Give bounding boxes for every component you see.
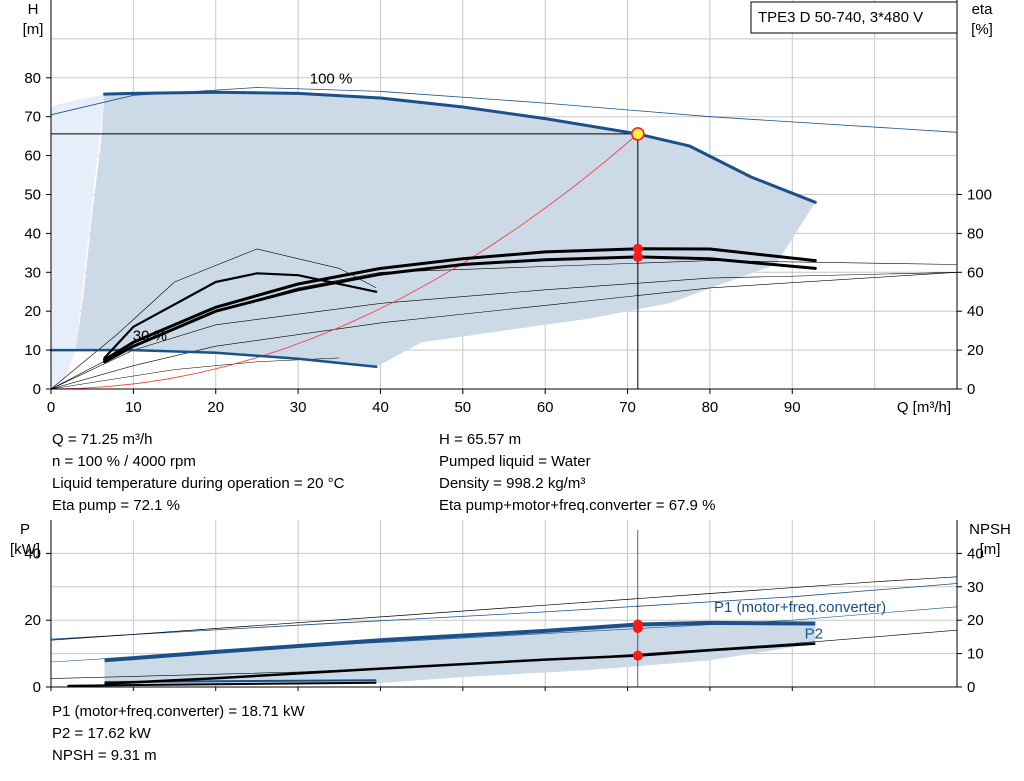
p2-30-curve [67, 681, 377, 687]
series-eta-30- [103, 272, 378, 359]
duty-info-right: H = 65.57 m Pumped liquid = Water Densit… [439, 429, 715, 517]
y2-tick-label: 40 [967, 303, 984, 320]
eta-duty-marker [632, 251, 643, 262]
y-axis-title: P [20, 521, 30, 538]
product-label: TPE3 D 50-740, 3*480 V [758, 9, 923, 26]
y2-tick-label: 100 [967, 187, 992, 204]
series-eta-pump-motor-freq-converter [103, 255, 817, 364]
y2-tick-label: 20 [967, 342, 984, 359]
series-p2 [104, 642, 816, 685]
y-tick-label: 20 [24, 303, 41, 320]
product-label-box [750, 1, 958, 34]
info-p2: P2 = 17.62 kW [52, 725, 151, 742]
series-30- [49, 348, 378, 369]
info-npsh: NPSH = 9.31 m [52, 747, 157, 764]
y-tick-label: 40 [24, 225, 41, 242]
series-p1 [104, 620, 816, 663]
y2-axis-unit: [%] [971, 21, 993, 38]
info-head: H = 65.57 m [439, 431, 522, 448]
power-info: P1 (motor+freq.converter) = 18.71 kW P2 … [52, 701, 305, 767]
x-tick-label: 30 [290, 399, 307, 416]
y2-tick-label: 10 [967, 646, 984, 663]
x-tick-label: 80 [702, 399, 719, 416]
power-duty-marker [632, 623, 643, 634]
info-flow: Q = 71.25 m³/h [52, 431, 153, 448]
operating-range-band [51, 92, 816, 389]
y2-tick-label: 40 [967, 545, 984, 562]
y2-axis-title: NPSH [969, 521, 1011, 538]
p1-max-thin-curve [50, 583, 958, 640]
y-tick-label: 0 [33, 679, 41, 696]
p1-annotation: P1 (motor+freq.converter) [714, 599, 886, 616]
y2-tick-label: 80 [967, 225, 984, 242]
y2-tick-label: 30 [967, 579, 984, 596]
y-tick-label: 20 [24, 612, 41, 629]
y-axis-unit: [kW] [10, 541, 40, 558]
series-npsh [50, 576, 958, 641]
curve-annotation: 30 % [133, 327, 167, 344]
x-tick-label: 20 [207, 399, 224, 416]
lower-axes: 0 20 40 0 10 20 30 40 P [kW] NPSH [m] [10, 520, 1011, 696]
y-axis-title: H [28, 1, 39, 18]
duty-point-marker [631, 127, 645, 141]
y-tick-label: 70 [24, 109, 41, 126]
power-duty-marker [632, 650, 643, 661]
lower-curves: P1 (motor+freq.converter) P2 [50, 530, 958, 687]
info-temperature: Liquid temperature during operation = 20… [52, 475, 345, 492]
y2-tick-label: 0 [967, 381, 975, 398]
x-tick-label: 10 [125, 399, 142, 416]
y2-tick-label: 60 [967, 264, 984, 281]
curve-annotation: 100 % [310, 71, 353, 88]
y2-axis-title: eta [972, 1, 994, 18]
y-tick-label: 30 [24, 264, 41, 281]
operating-range [75, 92, 816, 367]
y-tick-label: 60 [24, 148, 41, 165]
x-tick-label: 0 [47, 399, 55, 416]
info-eta-total: Eta pump+motor+freq.converter = 67.9 % [439, 497, 716, 514]
x-tick-label: 70 [619, 399, 636, 416]
y-tick-label: 10 [24, 342, 41, 359]
eta-30-thin-curve [50, 248, 377, 390]
system-thin-curve [50, 357, 340, 390]
eta-duty-marker [632, 243, 643, 254]
info-eta-pump: Eta pump = 72.1 % [52, 497, 180, 514]
duty-info-left: Q = 71.25 m³/h n = 100 % / 4000 rpm Liqu… [52, 429, 344, 517]
x-tick-label: 90 [784, 399, 801, 416]
y2-axis-unit: [m] [980, 541, 1001, 558]
info-p1: P1 (motor+freq.converter) = 18.71 kW [52, 703, 305, 720]
y-tick-label: 80 [24, 70, 41, 87]
y-tick-label: 50 [24, 187, 41, 204]
y2-tick-label: 0 [967, 679, 975, 696]
low-speed-region [51, 94, 105, 389]
x-tick-label: 50 [454, 399, 471, 416]
y2-tick-label: 20 [967, 612, 984, 629]
x-axis-title: Q [m³/h] [897, 399, 951, 416]
y-tick-label: 40 [24, 545, 41, 562]
series-eta-pump [103, 247, 817, 362]
info-speed: n = 100 % / 4000 rpm [52, 453, 196, 470]
x-tick-label: 60 [537, 399, 554, 416]
system-curve [50, 133, 639, 390]
upper-axes: 0 10 20 30 40 50 60 70 80 90 0 10 20 30 40 50 60 70 80 0 20 4… [23, 0, 994, 416]
y-tick-label: 0 [33, 381, 41, 398]
x-tick-label: 40 [372, 399, 389, 416]
upper-curves: 100 % 30 % [49, 71, 958, 390]
max-head-thin-curve [50, 87, 958, 133]
info-liquid: Pumped liquid = Water [439, 453, 591, 470]
y-axis-unit: [m] [23, 21, 44, 38]
info-density: Density = 998.2 kg/m³ [439, 475, 586, 492]
series-100- [103, 90, 817, 204]
p2-annotation: P2 [805, 626, 823, 643]
eta-thin-curve-2 [50, 272, 958, 390]
